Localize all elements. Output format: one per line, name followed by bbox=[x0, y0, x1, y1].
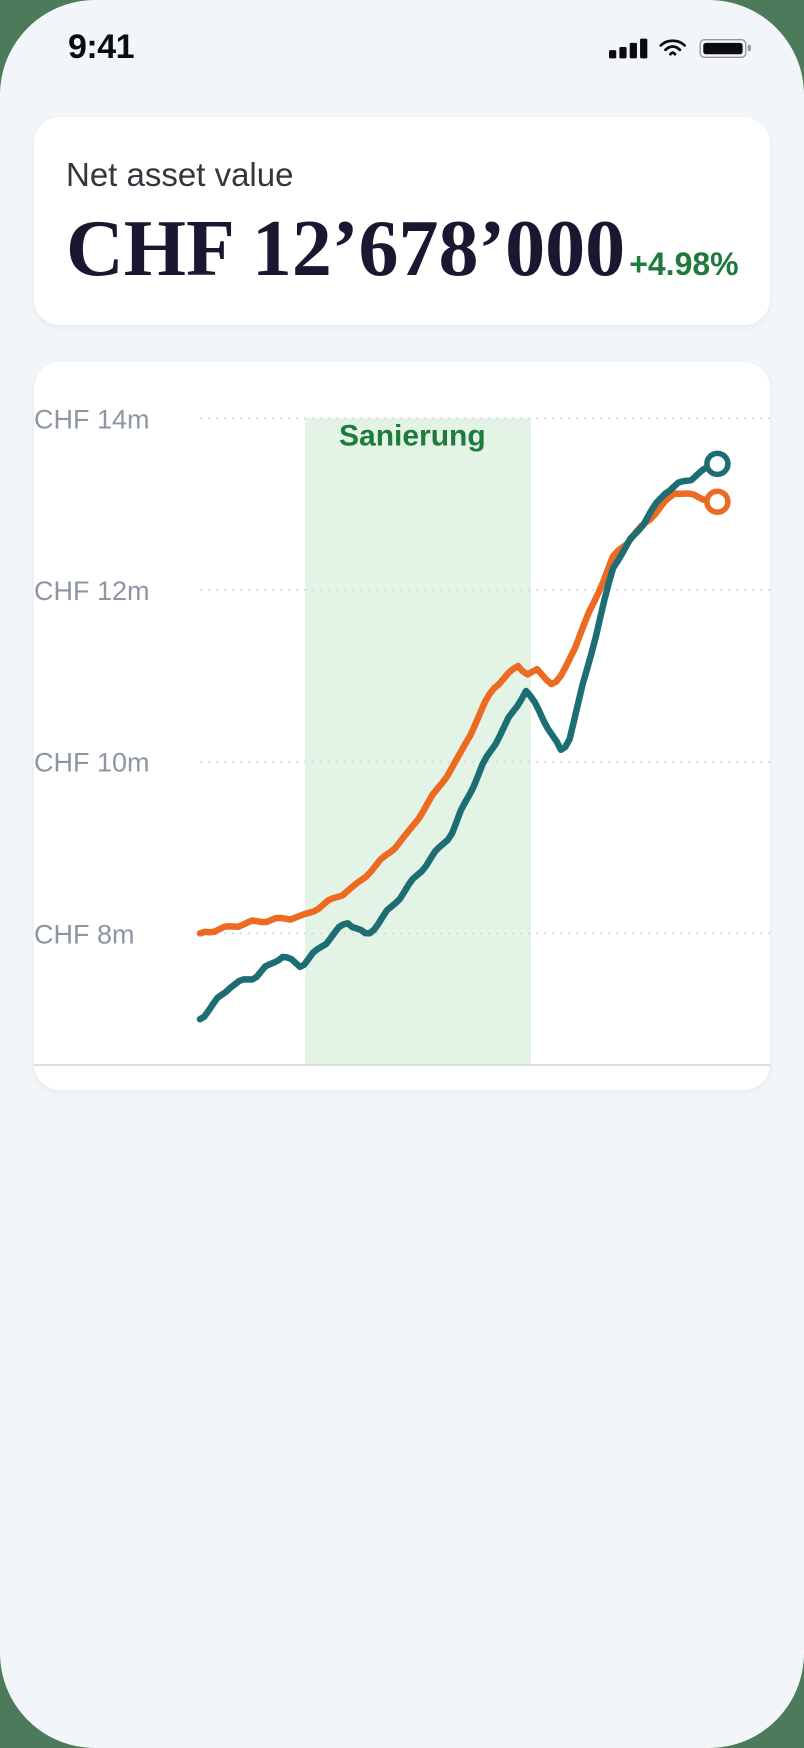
svg-text:CHF 10m: CHF 10m bbox=[34, 748, 150, 778]
svg-text:Sanierung: Sanierung bbox=[339, 420, 486, 453]
svg-text:CHF 12m: CHF 12m bbox=[34, 576, 150, 606]
svg-text:CHF 8m: CHF 8m bbox=[34, 919, 135, 949]
svg-text:CHF 14m: CHF 14m bbox=[34, 404, 150, 434]
